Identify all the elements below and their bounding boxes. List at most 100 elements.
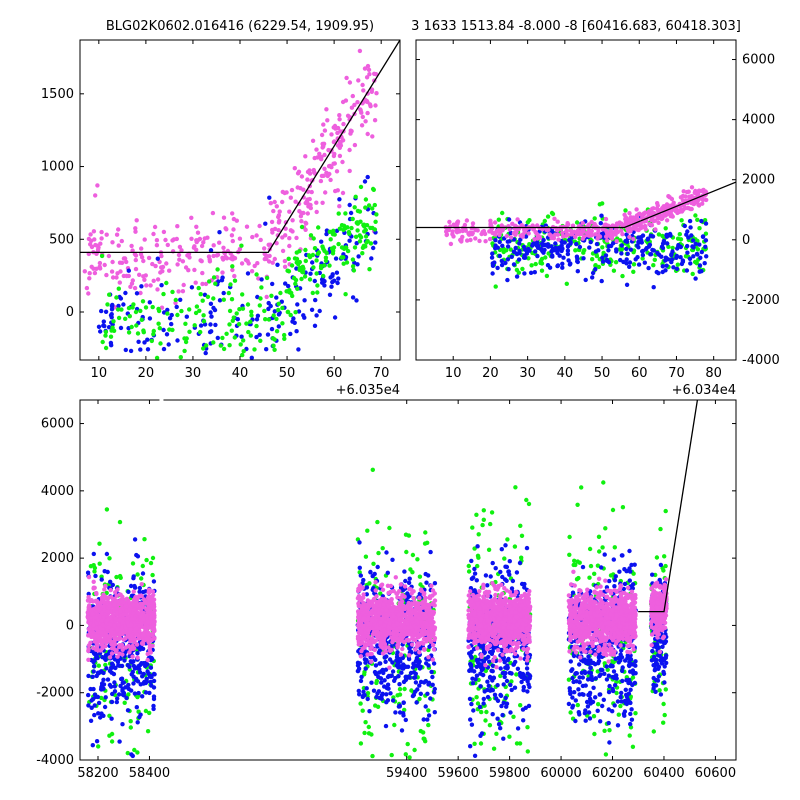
y-tick-label: 0 xyxy=(66,305,74,320)
data-point xyxy=(311,167,316,173)
data-point xyxy=(517,560,523,566)
data-point xyxy=(350,216,355,222)
data-point xyxy=(263,253,269,258)
data-point xyxy=(321,246,326,251)
data-point xyxy=(360,82,365,88)
data-point xyxy=(689,206,694,212)
data-point xyxy=(244,321,249,326)
data-point xyxy=(365,63,371,69)
data-point xyxy=(118,325,124,331)
data-point xyxy=(596,652,601,657)
data-point xyxy=(469,701,474,707)
data-point xyxy=(195,230,201,235)
data-point xyxy=(533,249,538,254)
data-point xyxy=(678,195,684,200)
data-point xyxy=(248,319,253,324)
data-point xyxy=(472,546,477,551)
data-point xyxy=(628,711,633,717)
data-point xyxy=(403,578,408,584)
data-point xyxy=(703,231,709,236)
data-point xyxy=(593,263,598,268)
data-point xyxy=(630,744,636,749)
data-point xyxy=(316,250,322,255)
data-point xyxy=(300,264,305,269)
data-point xyxy=(620,668,625,674)
data-point xyxy=(231,216,237,222)
data-point xyxy=(366,67,372,73)
data-point xyxy=(161,229,167,235)
data-point xyxy=(517,241,522,246)
data-point xyxy=(511,714,516,719)
data-point xyxy=(497,239,502,245)
data-point xyxy=(699,218,704,224)
data-point xyxy=(312,278,317,284)
data-point xyxy=(486,547,492,552)
data-point xyxy=(108,579,113,584)
data-point xyxy=(353,194,358,199)
data-point xyxy=(472,741,477,746)
data-point xyxy=(500,712,505,718)
data-point xyxy=(357,565,362,570)
data-point xyxy=(661,720,666,725)
data-point xyxy=(126,305,132,311)
data-point xyxy=(147,690,152,696)
data-point xyxy=(612,703,617,708)
data-point xyxy=(282,264,288,269)
data-point xyxy=(364,75,370,80)
data-point xyxy=(417,574,423,579)
data-point xyxy=(208,248,214,253)
data-point xyxy=(499,262,505,268)
data-point xyxy=(662,664,667,669)
data-point xyxy=(125,750,130,756)
data-point xyxy=(101,323,106,328)
data-point xyxy=(390,660,395,665)
data-point xyxy=(114,275,119,280)
data-point xyxy=(653,683,659,688)
data-point xyxy=(466,563,471,569)
data-point xyxy=(579,485,584,490)
y-tick-label: -4000 xyxy=(742,353,780,368)
data-point xyxy=(357,692,362,697)
data-point xyxy=(369,256,374,261)
data-point xyxy=(640,214,645,220)
data-point xyxy=(132,691,138,696)
data-point xyxy=(390,698,396,703)
data-point xyxy=(340,159,345,165)
data-point xyxy=(363,205,368,210)
data-point xyxy=(592,571,597,576)
data-point xyxy=(97,264,102,269)
data-point xyxy=(303,154,308,159)
data-point xyxy=(329,165,334,170)
data-point xyxy=(500,670,505,676)
model-line xyxy=(80,40,400,254)
data-point xyxy=(322,152,327,158)
data-point xyxy=(610,686,615,692)
data-point xyxy=(539,256,545,262)
data-point xyxy=(478,741,484,746)
data-point xyxy=(470,525,475,530)
data-point xyxy=(270,260,275,265)
data-point xyxy=(589,233,595,238)
data-point xyxy=(234,311,239,316)
data-point xyxy=(272,309,277,314)
data-point xyxy=(294,329,299,334)
data-point xyxy=(254,233,259,238)
data-point xyxy=(381,670,386,676)
data-point xyxy=(118,683,123,689)
data-point xyxy=(623,215,628,220)
data-point xyxy=(448,241,454,247)
data-point xyxy=(505,257,511,262)
data-point xyxy=(567,688,573,694)
data-point xyxy=(149,674,154,680)
data-point xyxy=(625,656,630,661)
data-point xyxy=(140,571,146,576)
data-point xyxy=(502,674,507,680)
data-point xyxy=(520,266,525,272)
data-point xyxy=(304,221,309,226)
data-point xyxy=(390,557,395,562)
data-point xyxy=(675,246,680,251)
data-point xyxy=(663,687,668,692)
data-point xyxy=(134,705,139,710)
data-point xyxy=(503,260,508,266)
data-point xyxy=(306,253,312,258)
